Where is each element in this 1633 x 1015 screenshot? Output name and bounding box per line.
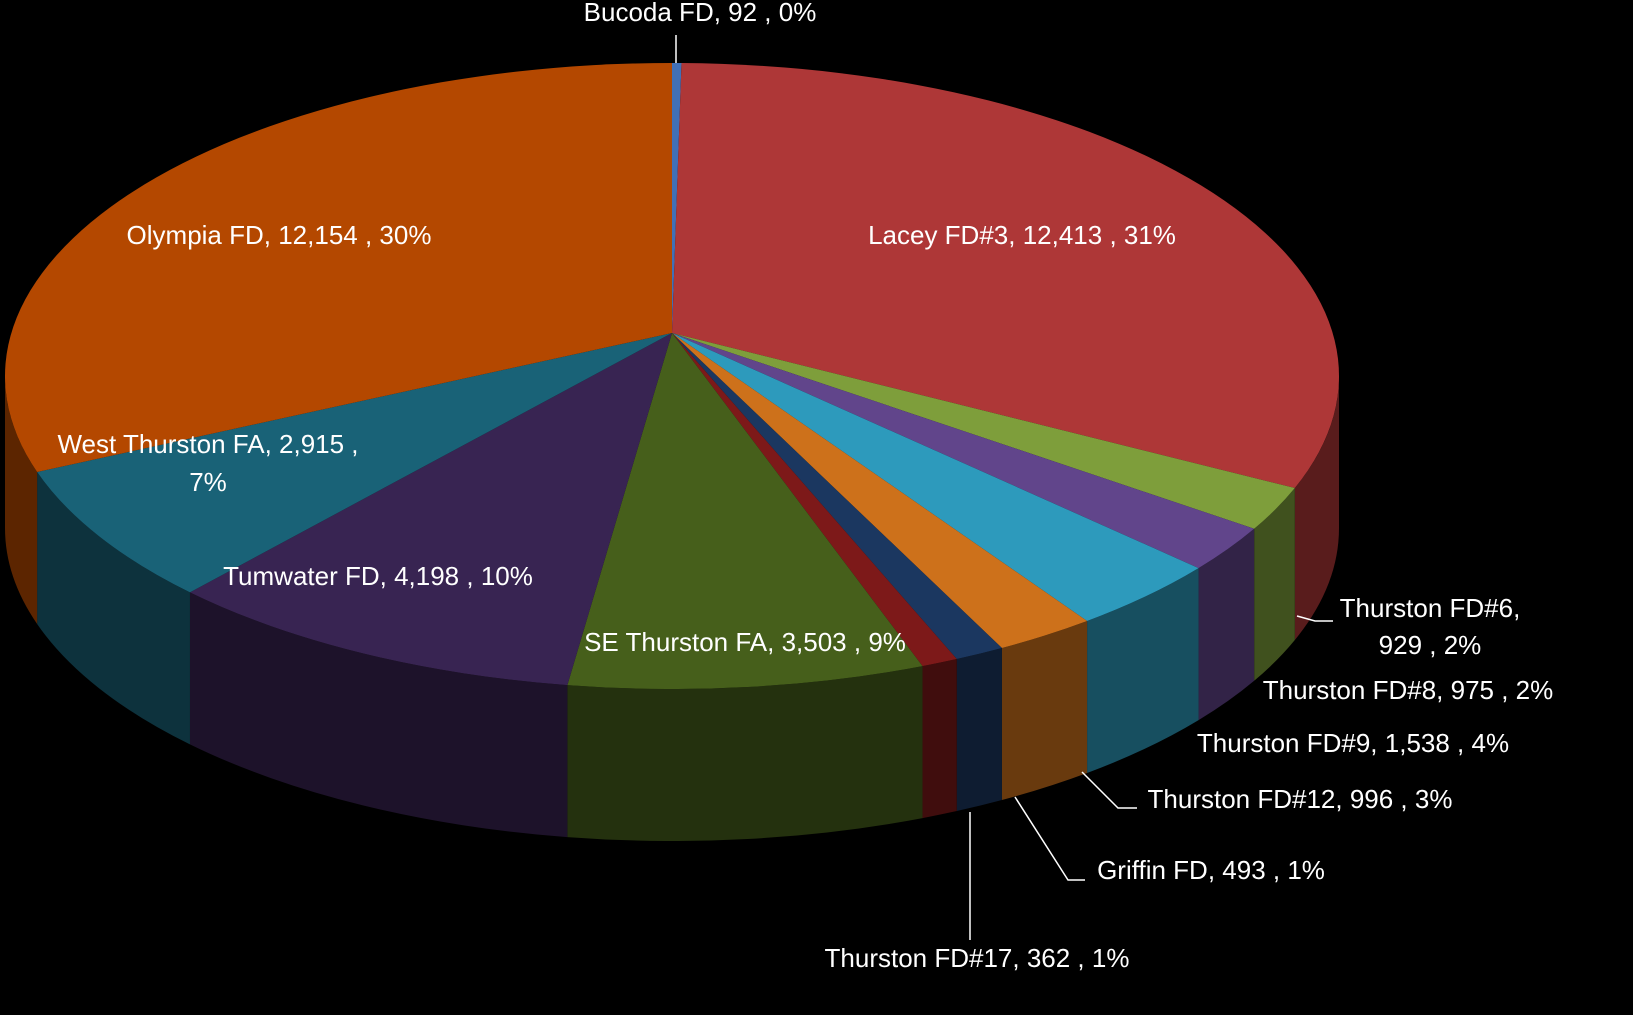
slice bbox=[672, 333, 957, 667]
data-label: 7% bbox=[189, 467, 227, 497]
slice-side bbox=[567, 666, 923, 841]
slice bbox=[672, 333, 1199, 622]
slice bbox=[672, 333, 1088, 649]
slice-side bbox=[956, 648, 1002, 812]
leader-line bbox=[1014, 796, 1085, 881]
data-label: Olympia FD, 12,154 , 30% bbox=[127, 220, 432, 250]
data-label: Thurston FD#12, 996 , 3% bbox=[1148, 784, 1453, 814]
leader-line bbox=[1081, 771, 1137, 809]
data-label: SE Thurston FA, 3,503 , 9% bbox=[584, 627, 906, 657]
slice-side bbox=[1198, 528, 1255, 721]
slice-side bbox=[922, 659, 957, 819]
data-label: Griffin FD, 493 , 1% bbox=[1097, 855, 1325, 885]
slice bbox=[189, 333, 673, 686]
slice bbox=[37, 333, 672, 593]
slice bbox=[567, 333, 923, 689]
data-label: Thurston FD#17, 362 , 1% bbox=[825, 943, 1130, 973]
slice-side bbox=[5, 376, 38, 624]
slice bbox=[4, 63, 672, 472]
slice-side bbox=[37, 471, 190, 745]
slice-side bbox=[189, 592, 568, 838]
data-label: Thurston FD#9, 1,538 , 4% bbox=[1197, 728, 1509, 758]
slice-side bbox=[1087, 568, 1199, 774]
slice-side bbox=[1294, 376, 1339, 641]
data-label: Thurston FD#6, bbox=[1340, 593, 1521, 623]
data-label: Bucoda FD, 92 , 0% bbox=[584, 0, 817, 27]
slice bbox=[672, 333, 1255, 569]
data-label: West Thurston FA, 2,915 , bbox=[57, 429, 358, 459]
slice-side bbox=[1001, 621, 1088, 801]
slice-side bbox=[1254, 488, 1295, 681]
data-label: Thurston FD#8, 975 , 2% bbox=[1263, 675, 1553, 705]
slice bbox=[672, 333, 1295, 529]
data-label: Tumwater FD, 4,198 , 10% bbox=[223, 561, 533, 591]
data-label: 929 , 2% bbox=[1379, 630, 1482, 660]
data-label: Lacey FD#3, 12,413 , 31% bbox=[868, 220, 1176, 250]
leader-line bbox=[1296, 615, 1333, 622]
slice bbox=[672, 333, 1002, 660]
slice bbox=[672, 63, 1340, 489]
slice bbox=[672, 63, 682, 333]
